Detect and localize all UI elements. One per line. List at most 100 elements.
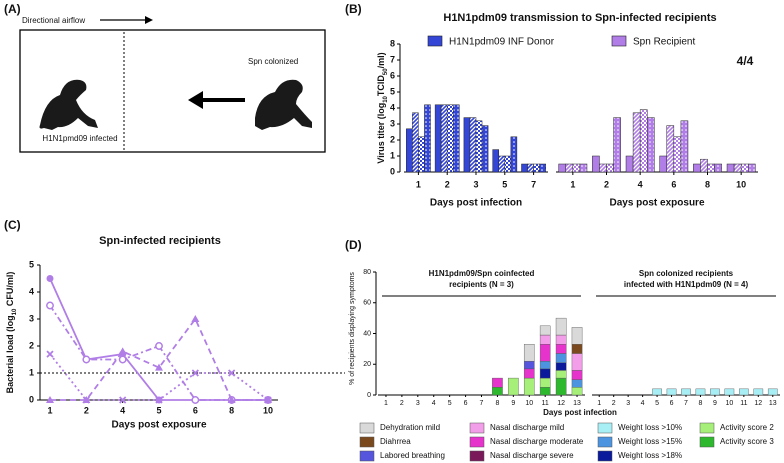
marker	[191, 369, 199, 377]
marker	[264, 396, 272, 404]
y-tick-label: 40	[363, 330, 371, 337]
bar-segment	[539, 344, 551, 362]
x-tick-label: 10	[263, 405, 273, 415]
label-part: TCID	[376, 75, 386, 96]
bar	[463, 117, 471, 173]
legend-label: H1N1pdm09 INF Donor	[449, 37, 555, 48]
bar-segment	[695, 388, 706, 396]
bar-segment	[681, 388, 691, 396]
annotation: 4/4	[737, 54, 754, 68]
marker	[191, 315, 200, 322]
panel-label: (D)	[345, 238, 362, 252]
x-tick-label: 5	[156, 405, 161, 415]
legend-swatch	[597, 436, 613, 448]
bar	[521, 163, 528, 173]
y-tick-label: 60	[363, 300, 371, 307]
bar-segment	[571, 370, 583, 380]
panel-label: (B)	[345, 2, 362, 16]
legend-swatch	[359, 436, 375, 448]
marker	[46, 350, 54, 358]
y-tick-label: 0	[367, 392, 371, 399]
bar-segment	[767, 388, 778, 396]
bar-segment	[539, 387, 551, 396]
y-tick-label: 7	[390, 54, 395, 64]
legend-label: Activity score 2	[720, 423, 774, 432]
label-part: 50	[383, 68, 389, 75]
bar	[659, 155, 668, 173]
bar	[565, 163, 574, 173]
y-tick-label: 6	[390, 70, 395, 80]
panel-label: (C)	[4, 218, 21, 232]
x-axis-title: Days post infection	[430, 198, 522, 209]
bar	[666, 125, 675, 173]
legend-swatch	[611, 35, 627, 47]
bar	[733, 163, 742, 173]
bar-segment	[652, 388, 662, 396]
bar-segment	[523, 344, 535, 362]
x-tick-label: 2	[604, 179, 609, 189]
bar-segment	[492, 387, 503, 396]
x-tick-label: 3	[473, 179, 478, 189]
bar-segment	[571, 379, 583, 388]
bar	[693, 163, 701, 173]
bar	[572, 163, 581, 173]
bar-segment	[523, 360, 535, 370]
bar	[680, 120, 689, 173]
bar-segment	[539, 368, 551, 379]
y-tick-label: 3	[390, 118, 395, 128]
legend-label: Activity score 3	[720, 437, 774, 446]
x-tick-label: 8	[705, 179, 710, 189]
x-tick-label: 6	[671, 179, 676, 189]
bar	[579, 163, 588, 173]
legend-swatch	[699, 436, 715, 448]
x-tick-label: 5	[502, 179, 507, 189]
y-tick-label: 3	[29, 313, 34, 323]
marker	[82, 396, 90, 404]
x-tick-label: 1	[597, 400, 601, 407]
bar-segment	[724, 388, 735, 396]
bar	[639, 109, 648, 173]
marker	[46, 275, 54, 282]
line	[49, 278, 268, 401]
bar	[446, 104, 454, 173]
group-label: infected with H1N1pdm09 (N = 4)	[624, 280, 749, 289]
x-tick-label: 1	[384, 400, 388, 407]
bar	[527, 163, 534, 173]
bar-segment	[666, 388, 677, 396]
label-part: Virus titer (log	[376, 103, 386, 164]
y-tick-label: 8	[390, 38, 395, 48]
group-label: recipients (N = 3)	[449, 280, 514, 289]
group-label: Spn colonized recipients	[639, 269, 734, 278]
label-part: 10	[12, 308, 18, 315]
label-part: Bacterial load (log	[5, 315, 15, 393]
x-tick-label: 7	[480, 400, 484, 407]
bar-segment	[555, 344, 567, 354]
marker	[118, 347, 127, 355]
y-tick-label: 4	[29, 286, 34, 296]
y-tick-label: 2	[390, 134, 395, 144]
bar-segment	[555, 317, 567, 336]
x-tick-label: 11	[542, 400, 549, 407]
x-tick-label: 9	[511, 400, 515, 407]
legend-swatch	[359, 450, 375, 462]
x-tick-label: 3	[416, 400, 420, 407]
x-tick-label: 6	[464, 400, 468, 407]
legend-label: Dehydration mild	[380, 423, 440, 432]
bar-segment	[555, 362, 567, 371]
marker	[46, 396, 54, 403]
x-tick-label: 7	[684, 400, 688, 407]
bar-segment	[739, 388, 749, 396]
bar	[747, 163, 756, 173]
bar-segment	[555, 353, 567, 363]
y-tick-label: 20	[363, 361, 371, 368]
legend-label: Nasal discharge moderate	[490, 437, 584, 446]
marker	[227, 396, 236, 403]
label-part: /ml)	[376, 52, 386, 68]
marker	[155, 363, 163, 371]
x-tick-label: 11	[740, 400, 747, 407]
legend-label: Nasal discharge mild	[490, 423, 564, 432]
y-tick-label: 5	[390, 86, 395, 96]
group-label: H1N1pdm09/Spn coinfected	[429, 269, 535, 278]
x-tick-label: 13	[769, 400, 777, 407]
